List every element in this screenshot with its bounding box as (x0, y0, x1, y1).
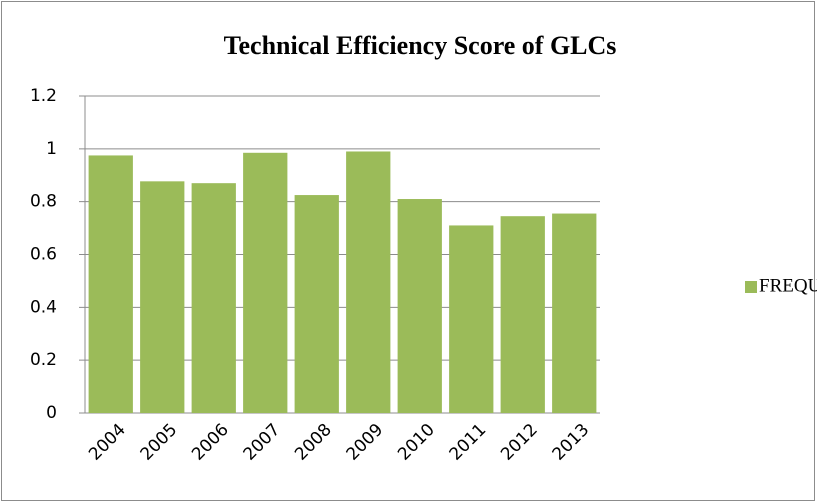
bar (397, 199, 442, 413)
bar (500, 216, 545, 413)
legend-label: FREQUENCY (759, 275, 817, 296)
y-tick-label: 0.4 (30, 297, 57, 317)
bar (552, 213, 597, 413)
bar (140, 181, 185, 413)
bar (449, 225, 494, 413)
y-tick-label: 0.8 (30, 192, 57, 212)
bar (346, 151, 391, 413)
y-tick-label: 1.2 (30, 86, 57, 106)
bar (191, 183, 236, 413)
y-tick-label: 0 (46, 403, 57, 423)
y-tick-label: 0.2 (30, 350, 57, 370)
legend-swatch (745, 281, 757, 293)
bar (294, 195, 339, 413)
y-tick-label: 0.6 (30, 245, 57, 265)
chart-title: Technical Efficiency Score of GLCs (224, 31, 617, 60)
bar (243, 152, 288, 413)
bar (88, 155, 133, 413)
y-tick-label: 1 (46, 139, 57, 159)
